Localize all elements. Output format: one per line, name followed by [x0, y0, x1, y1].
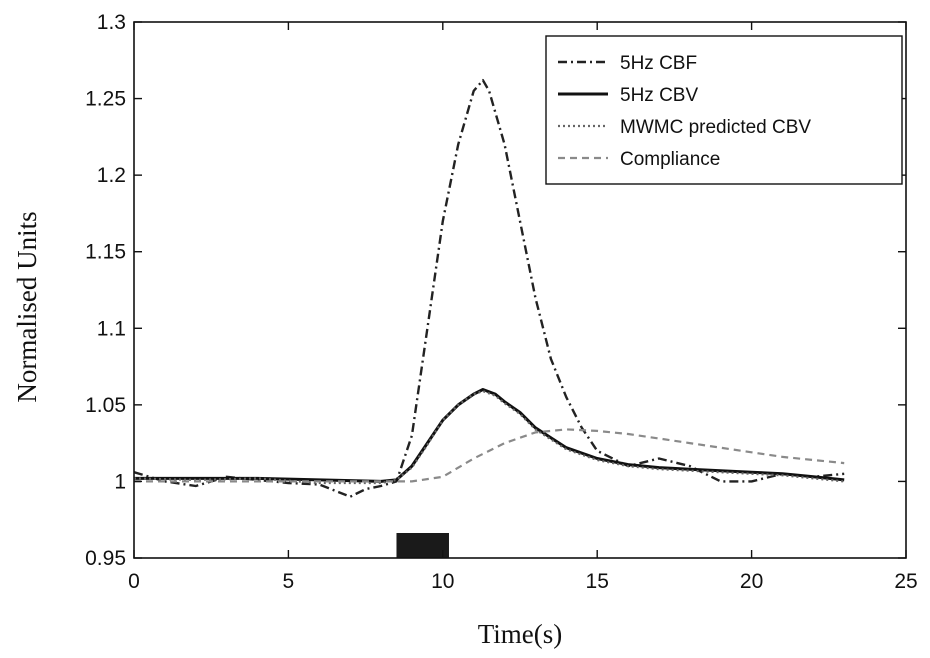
plot-layer: [133, 78, 845, 558]
series-line-5hz-cbf: [133, 78, 845, 498]
ticks-layer: 0 5 10 15 20 25 0.95 1 1.05 1.1 1.15 1.2 1.25 1.3: [85, 11, 918, 593]
x-tick-label: 0: [128, 570, 140, 593]
y-tick-label: 1: [114, 470, 126, 493]
y-tick-label: 1.15: [85, 241, 126, 264]
legend-label: 5Hz CBV: [620, 85, 698, 106]
legend-label: Compliance: [620, 149, 720, 170]
y-tick-label: 1.05: [85, 394, 126, 417]
x-axis-title: Time(s): [478, 619, 563, 649]
y-tick-label: 1.3: [97, 11, 126, 34]
series-line-5hz-cbv: [134, 388, 845, 483]
legend: 5Hz CBF 5Hz CBV MWMC predicted CBV Complian…: [545, 35, 903, 185]
series-line-compliance: [134, 428, 845, 483]
stimulus-bar: [396, 533, 449, 558]
legend-label: MWMC predicted CBV: [620, 117, 811, 138]
x-tick-label: 25: [894, 570, 917, 593]
y-tick-label: 1.25: [85, 88, 126, 111]
x-tick-label: 10: [431, 570, 454, 593]
x-tick-label: 20: [740, 570, 763, 593]
y-tick-label: 1.1: [97, 317, 126, 340]
plot-frame: [133, 21, 907, 559]
legend-label: 5Hz CBF: [620, 53, 697, 74]
x-tick-label: 5: [283, 570, 295, 593]
x-tick-label: 15: [586, 570, 609, 593]
y-axis-title: Normalised Units: [12, 211, 42, 402]
series-line-mwmc-predicted-cbv: [133, 390, 845, 485]
y-tick-label: 0.95: [85, 547, 126, 570]
y-tick-label: 1.2: [97, 164, 126, 187]
legend-box: [545, 35, 903, 185]
